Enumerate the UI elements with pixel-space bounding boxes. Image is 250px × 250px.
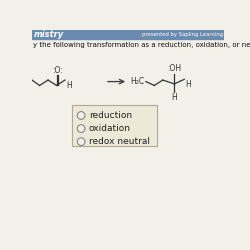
Text: presented by Sapling Learning: presented by Sapling Learning [142, 32, 223, 37]
Bar [32, 30, 224, 39]
Bar [72, 106, 156, 146]
Text: reduction: reduction [89, 111, 132, 120]
Text: :O:: :O: [52, 66, 63, 75]
Circle shape [77, 112, 85, 119]
Text: H₂C: H₂C [130, 77, 144, 86]
Text: H: H [185, 80, 191, 89]
Text: :OH: :OH [167, 64, 182, 73]
Circle shape [77, 125, 85, 132]
Text: redox neutral: redox neutral [89, 137, 150, 146]
Circle shape [77, 138, 85, 145]
Text: y the following transformation as a reduction, oxidation, or neither.: y the following transformation as a redu… [34, 42, 250, 48]
Text: oxidation: oxidation [89, 124, 131, 133]
Text: H: H [172, 93, 177, 102]
Text: mistry: mistry [34, 30, 64, 39]
Text: H: H [66, 81, 71, 90]
